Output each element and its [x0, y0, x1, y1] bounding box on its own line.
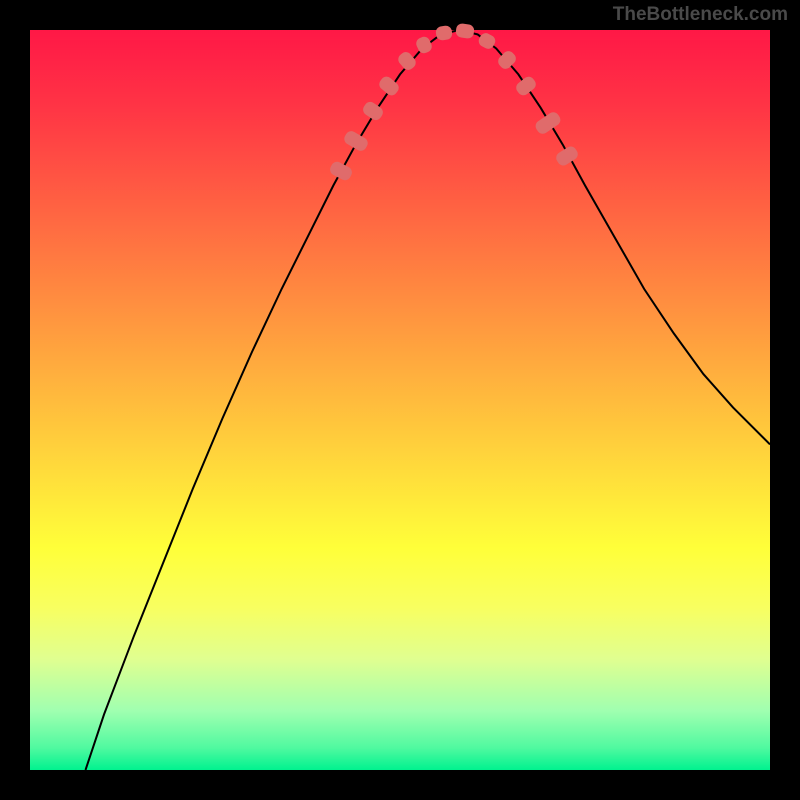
chart-marker: [377, 74, 401, 98]
chart-marker: [553, 144, 579, 168]
chart-marker: [342, 129, 370, 153]
chart-marker: [360, 100, 384, 123]
chart-plot-area: [30, 30, 770, 770]
chart-marker: [455, 23, 475, 39]
chart-marker: [533, 109, 562, 135]
chart-marker: [415, 35, 434, 55]
chart-marker: [477, 31, 498, 51]
watermark-text: TheBottleneck.com: [613, 4, 788, 26]
chart-marker: [328, 159, 354, 182]
chart-marker: [435, 25, 453, 41]
chart-marker: [495, 48, 518, 71]
chart-marker: [396, 50, 418, 73]
chart-markers-layer: [30, 30, 770, 770]
chart-marker: [514, 74, 538, 97]
